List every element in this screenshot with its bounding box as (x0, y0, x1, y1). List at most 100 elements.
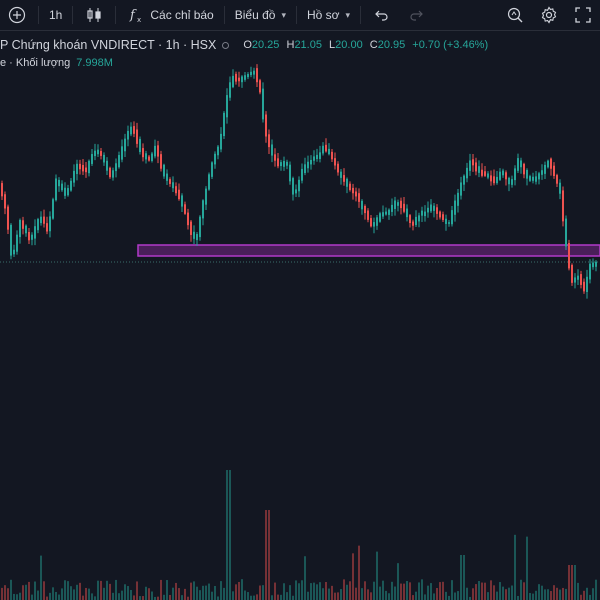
candle-body (529, 176, 531, 181)
candle-body (91, 154, 93, 164)
volume-bar (34, 581, 36, 600)
chart-menu-button[interactable]: Biểu đồ ▾ (229, 0, 292, 30)
toolbar-divider (223, 6, 225, 24)
volume-bar (559, 589, 561, 600)
volume-legend[interactable]: e · Khối lượng 7.998M (0, 57, 113, 69)
profile-menu-button[interactable]: Hồ sơ ▾ (301, 0, 356, 30)
candle-body (136, 129, 138, 144)
symbol-legend[interactable]: P Chứng khoán VNDIRECT · 1h · HSX O20.25… (0, 36, 488, 54)
interval-button[interactable]: 1h (43, 0, 68, 30)
chart-type-button[interactable] (77, 0, 111, 30)
volume-bar (412, 595, 414, 600)
volume-bar (475, 584, 477, 600)
volume-bar (487, 592, 489, 600)
undo-button[interactable] (365, 0, 399, 30)
fullscreen-button[interactable] (566, 0, 600, 30)
volume-bar (427, 585, 429, 600)
volume-bar (589, 594, 591, 600)
volume-bar (16, 594, 18, 600)
candle-body (49, 216, 51, 232)
volume-bar (415, 591, 417, 600)
candle-body (433, 205, 435, 211)
profile-menu-label: Hồ sơ (306, 8, 340, 22)
candle-body (595, 261, 597, 267)
price-chart[interactable] (0, 31, 600, 600)
candle-body (547, 160, 549, 168)
add-symbol-button[interactable] (0, 0, 34, 30)
volume-bar (328, 588, 330, 600)
volume-bar (250, 595, 252, 600)
volume-bar (10, 579, 12, 600)
volume-bar (88, 588, 90, 600)
candle-body (538, 173, 540, 180)
supply-demand-zone[interactable] (137, 244, 600, 257)
candle-body (514, 168, 516, 181)
volume-bar (376, 551, 378, 600)
volume-bar (91, 593, 93, 600)
candle-body (451, 210, 453, 225)
candle-body (505, 172, 507, 180)
volume-bar (31, 594, 33, 600)
candle-body (97, 149, 99, 155)
candle-body (385, 211, 387, 215)
candle-body (334, 158, 336, 166)
volume-bar (211, 591, 213, 600)
candle-body (184, 204, 186, 214)
volume-bar (331, 585, 333, 600)
candle-body (403, 203, 405, 212)
chart-menu-label: Biểu đồ (234, 8, 276, 22)
candle-body (571, 264, 573, 283)
volume-bar (337, 592, 339, 600)
volume-bar (298, 583, 300, 600)
candle-body (214, 153, 216, 165)
candle-body (481, 169, 483, 176)
candle-body (277, 158, 279, 167)
volume-bar (310, 583, 312, 600)
volume-bar (316, 584, 318, 600)
volume-bar (577, 582, 579, 600)
volume-bar (379, 586, 381, 600)
redo-button[interactable] (399, 0, 433, 30)
candle-body (310, 159, 312, 165)
volume-bar (472, 588, 474, 600)
volume-bar (583, 590, 585, 600)
volume-bar (454, 592, 456, 600)
candle-body (163, 164, 165, 177)
candle-body (304, 164, 306, 174)
candle-body (307, 161, 309, 169)
candle-body (226, 95, 228, 118)
candle-body (457, 192, 459, 206)
volume-bar (280, 594, 282, 600)
candle-body (436, 207, 438, 214)
volume-bar (514, 534, 516, 600)
candle-body (82, 165, 84, 172)
candle-body (301, 168, 303, 181)
quick-search-button[interactable] (498, 0, 532, 30)
candle-body (70, 180, 72, 191)
candle-body (517, 158, 519, 171)
volume-bar (235, 584, 237, 600)
volume-bar (367, 589, 369, 600)
volume-bar (199, 590, 201, 600)
volume-bar (139, 596, 141, 600)
candle-body (523, 163, 525, 175)
candle-body (223, 112, 225, 137)
volume-bar (295, 580, 297, 600)
candle-body (487, 173, 489, 178)
volume-bar (538, 584, 540, 600)
candle-body (145, 153, 147, 160)
candle-body (139, 138, 141, 153)
volume-bar (214, 586, 216, 600)
candle-body (541, 170, 543, 175)
candle-body (340, 171, 342, 178)
candle-body (100, 151, 102, 156)
volume-bar (436, 587, 438, 600)
candle-body (484, 171, 486, 176)
toolbar-divider (115, 6, 117, 24)
candlesticks (1, 64, 597, 299)
volume-bar (253, 595, 255, 600)
candle-body (244, 75, 246, 80)
settings-button[interactable] (532, 0, 566, 30)
volume-bar (496, 591, 498, 600)
